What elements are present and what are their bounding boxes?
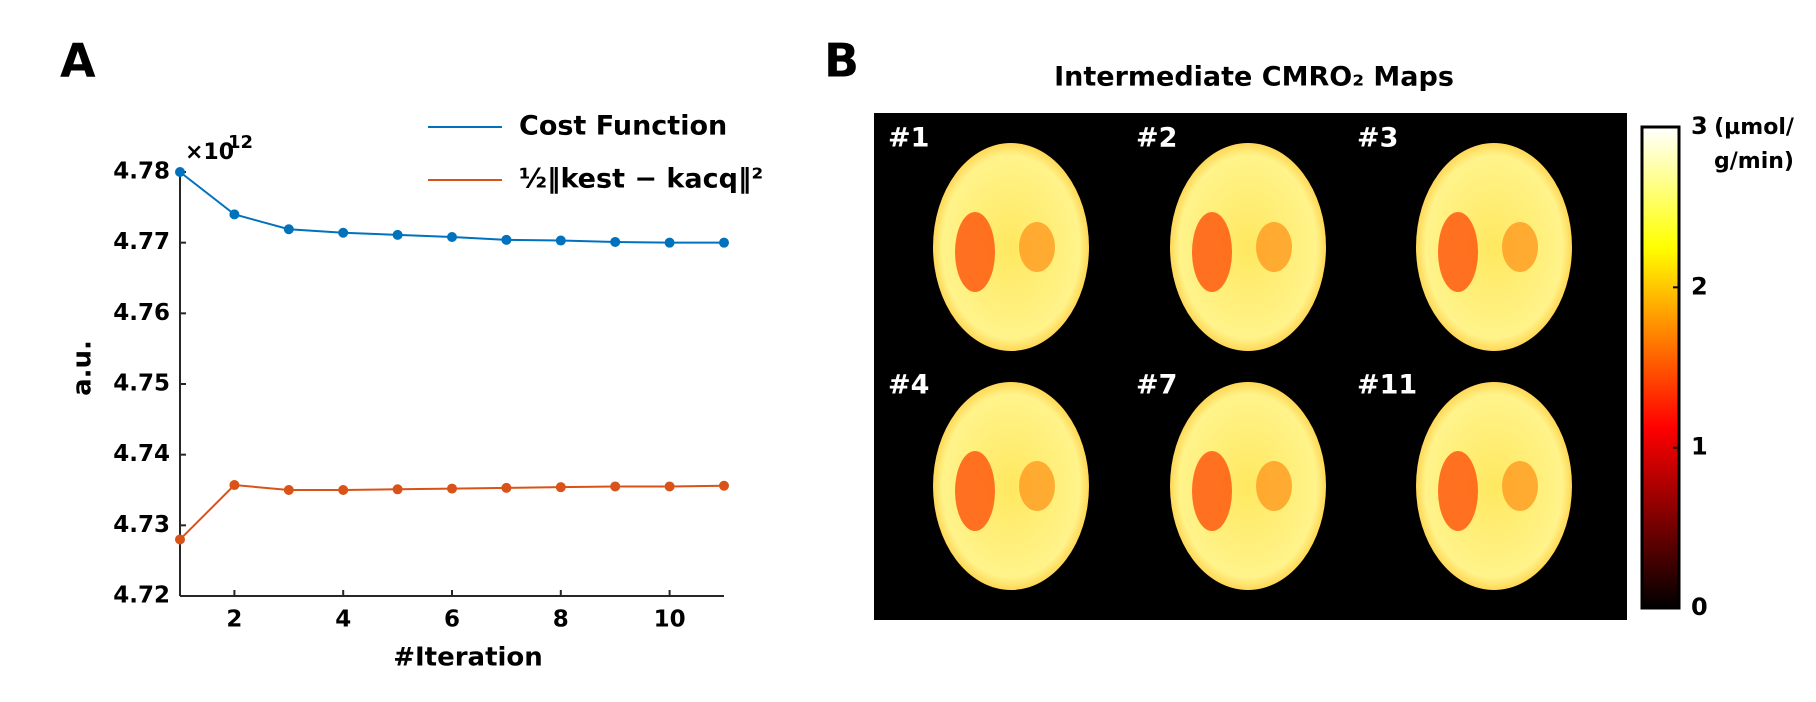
hypo-region [1256,222,1292,272]
data-point [392,229,403,240]
hypo-region [955,212,995,292]
data-point [229,209,240,220]
map-label: #4 [888,370,929,401]
data-point [175,534,185,545]
cmro2-map: #4 [888,370,1089,590]
brain-map [1170,143,1326,351]
data-point [501,234,512,245]
hypo-region [1192,451,1232,531]
x-tick-label: 10 [654,607,686,633]
colorbar-tick-label: 1 [1691,433,1708,461]
y-tick-label: 4.77 [113,229,170,255]
legend-label: Cost Function [519,111,727,142]
map-label: #3 [1357,123,1398,154]
x-tick-label: 8 [553,607,569,633]
legend-label: ½‖kest − kacq‖² [519,164,763,195]
data-point [719,480,729,491]
colorbar-label: (µmol/ [1714,115,1795,140]
cmro2-map: #3 [1357,123,1572,351]
data-point [283,485,294,495]
cmro2-map: #1 [888,123,1089,351]
offset-text: ×10 [185,140,234,165]
colorbar-tick-label: 0 [1691,593,1708,621]
map-label: #7 [1136,370,1177,401]
data-point [447,483,457,494]
map-label: #11 [1357,370,1417,401]
data-point [501,482,512,493]
data-point [392,484,403,495]
brain-map [933,382,1089,590]
data-point [283,224,294,235]
hypo-region [1438,212,1478,292]
hypo-region [1192,212,1232,292]
data-point [664,481,675,492]
brain-map [933,143,1089,351]
colorbar-tick-label: 2 [1691,272,1708,300]
y-tick-label: 4.78 [113,159,170,185]
data-point [555,235,566,246]
data-point [229,480,240,491]
panel-label: A [60,34,96,88]
data-point [664,237,675,248]
x-tick-label: 6 [444,607,460,633]
x-tick-label: 4 [335,607,351,633]
offset-power: 12 [228,132,253,153]
colorbar-label: g/min) [1714,149,1794,174]
hypo-region [1019,222,1055,272]
panel-label: B [824,34,859,88]
data-point [338,227,349,238]
y-axis-label: a.u. [68,340,98,396]
hypo-region [1502,222,1538,272]
hypo-region [1502,461,1538,511]
hypo-region [955,451,995,531]
y-tick-label: 4.75 [113,371,170,397]
brain-map [1416,143,1572,351]
map-label: #2 [1136,123,1177,154]
data-point [338,485,349,495]
y-tick-label: 4.72 [113,583,170,609]
data-point [555,482,566,493]
hypo-region [1256,461,1292,511]
y-tick-label: 4.76 [113,300,170,326]
hypo-region [1019,461,1055,511]
brain-map [1416,382,1572,590]
brain-map [1170,382,1326,590]
cmro2-map: #11 [1357,370,1572,590]
y-tick-label: 4.73 [113,512,170,538]
chart-title: Intermediate CMRO₂ Maps [1054,62,1454,93]
x-tick-label: 2 [226,607,242,633]
data-point [447,232,457,243]
cmro2-map: #7 [1136,370,1326,590]
colorbar-tick-label: 3 [1691,112,1708,140]
data-point [719,237,729,248]
x-axis-label: #Iteration [393,643,543,673]
data-point [610,236,621,247]
y-tick-label: 4.74 [113,441,170,467]
data-point [175,167,185,177]
map-label: #1 [888,123,929,154]
data-point [610,481,621,492]
cmro2-map: #2 [1136,123,1326,351]
hypo-region [1438,451,1478,531]
colorbar [1640,125,1681,610]
